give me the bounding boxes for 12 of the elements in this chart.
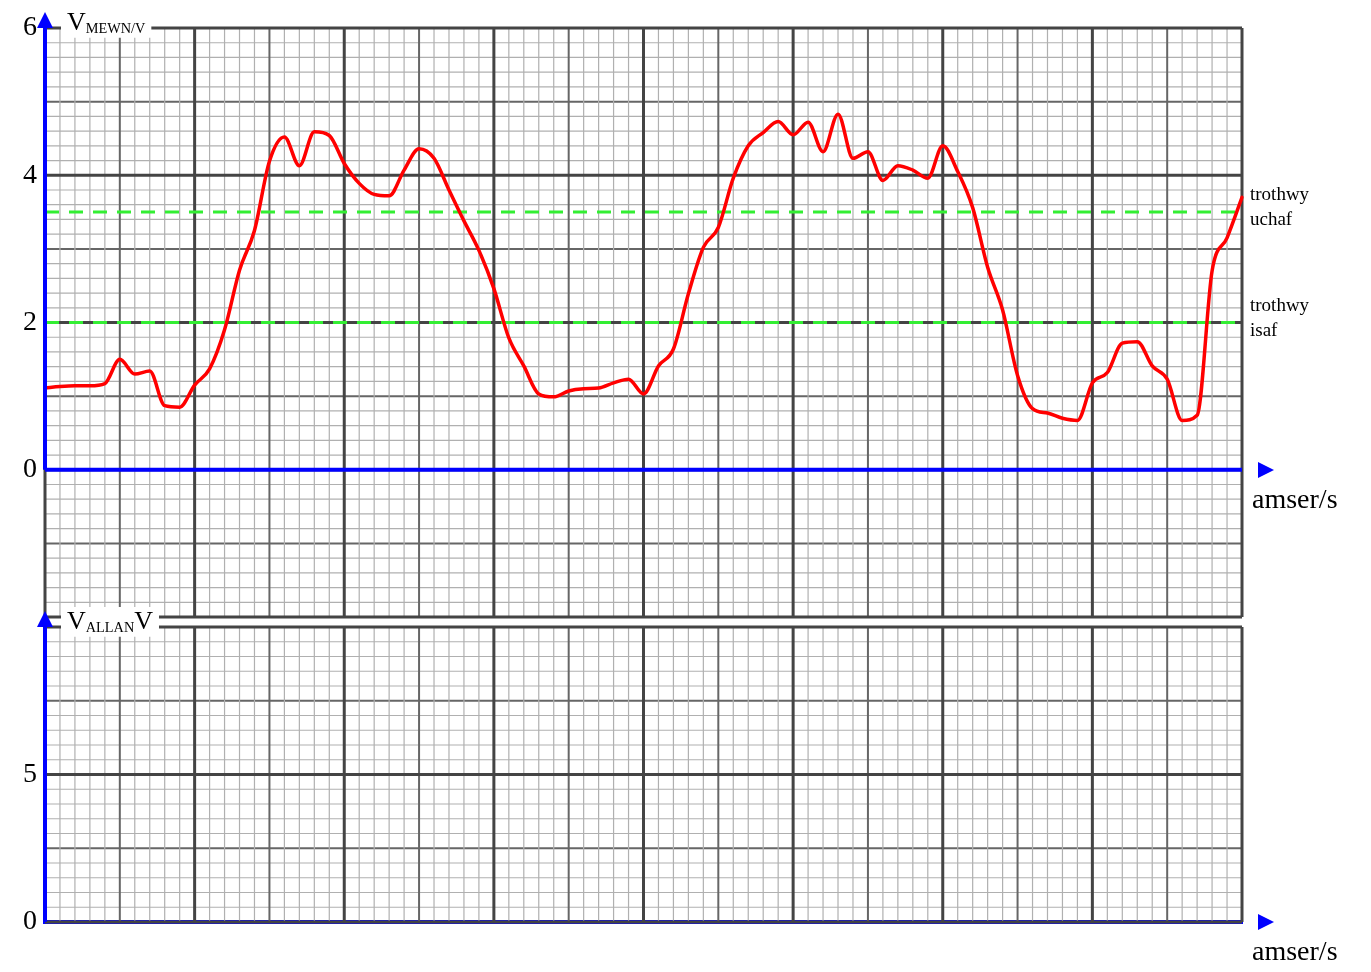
y-axis-title: VALLANV	[67, 606, 154, 636]
y-tick-label: 0	[23, 452, 37, 484]
x-axis-title: amser/s	[1252, 935, 1338, 966]
x-axis-title: amser/s	[1252, 482, 1338, 514]
y-tick-label: 2	[23, 304, 37, 336]
y-tick-label: 4	[23, 157, 37, 189]
y-tick-label: 0	[23, 904, 37, 936]
ref-line-label: trothwy isaf	[1250, 293, 1310, 340]
y-tick-label: 6	[23, 10, 37, 42]
ref-line-label: trothwy uchaf	[1250, 183, 1310, 230]
y-tick-label: 5	[23, 756, 37, 788]
y-axis-title: VMEWN/V	[67, 7, 147, 37]
